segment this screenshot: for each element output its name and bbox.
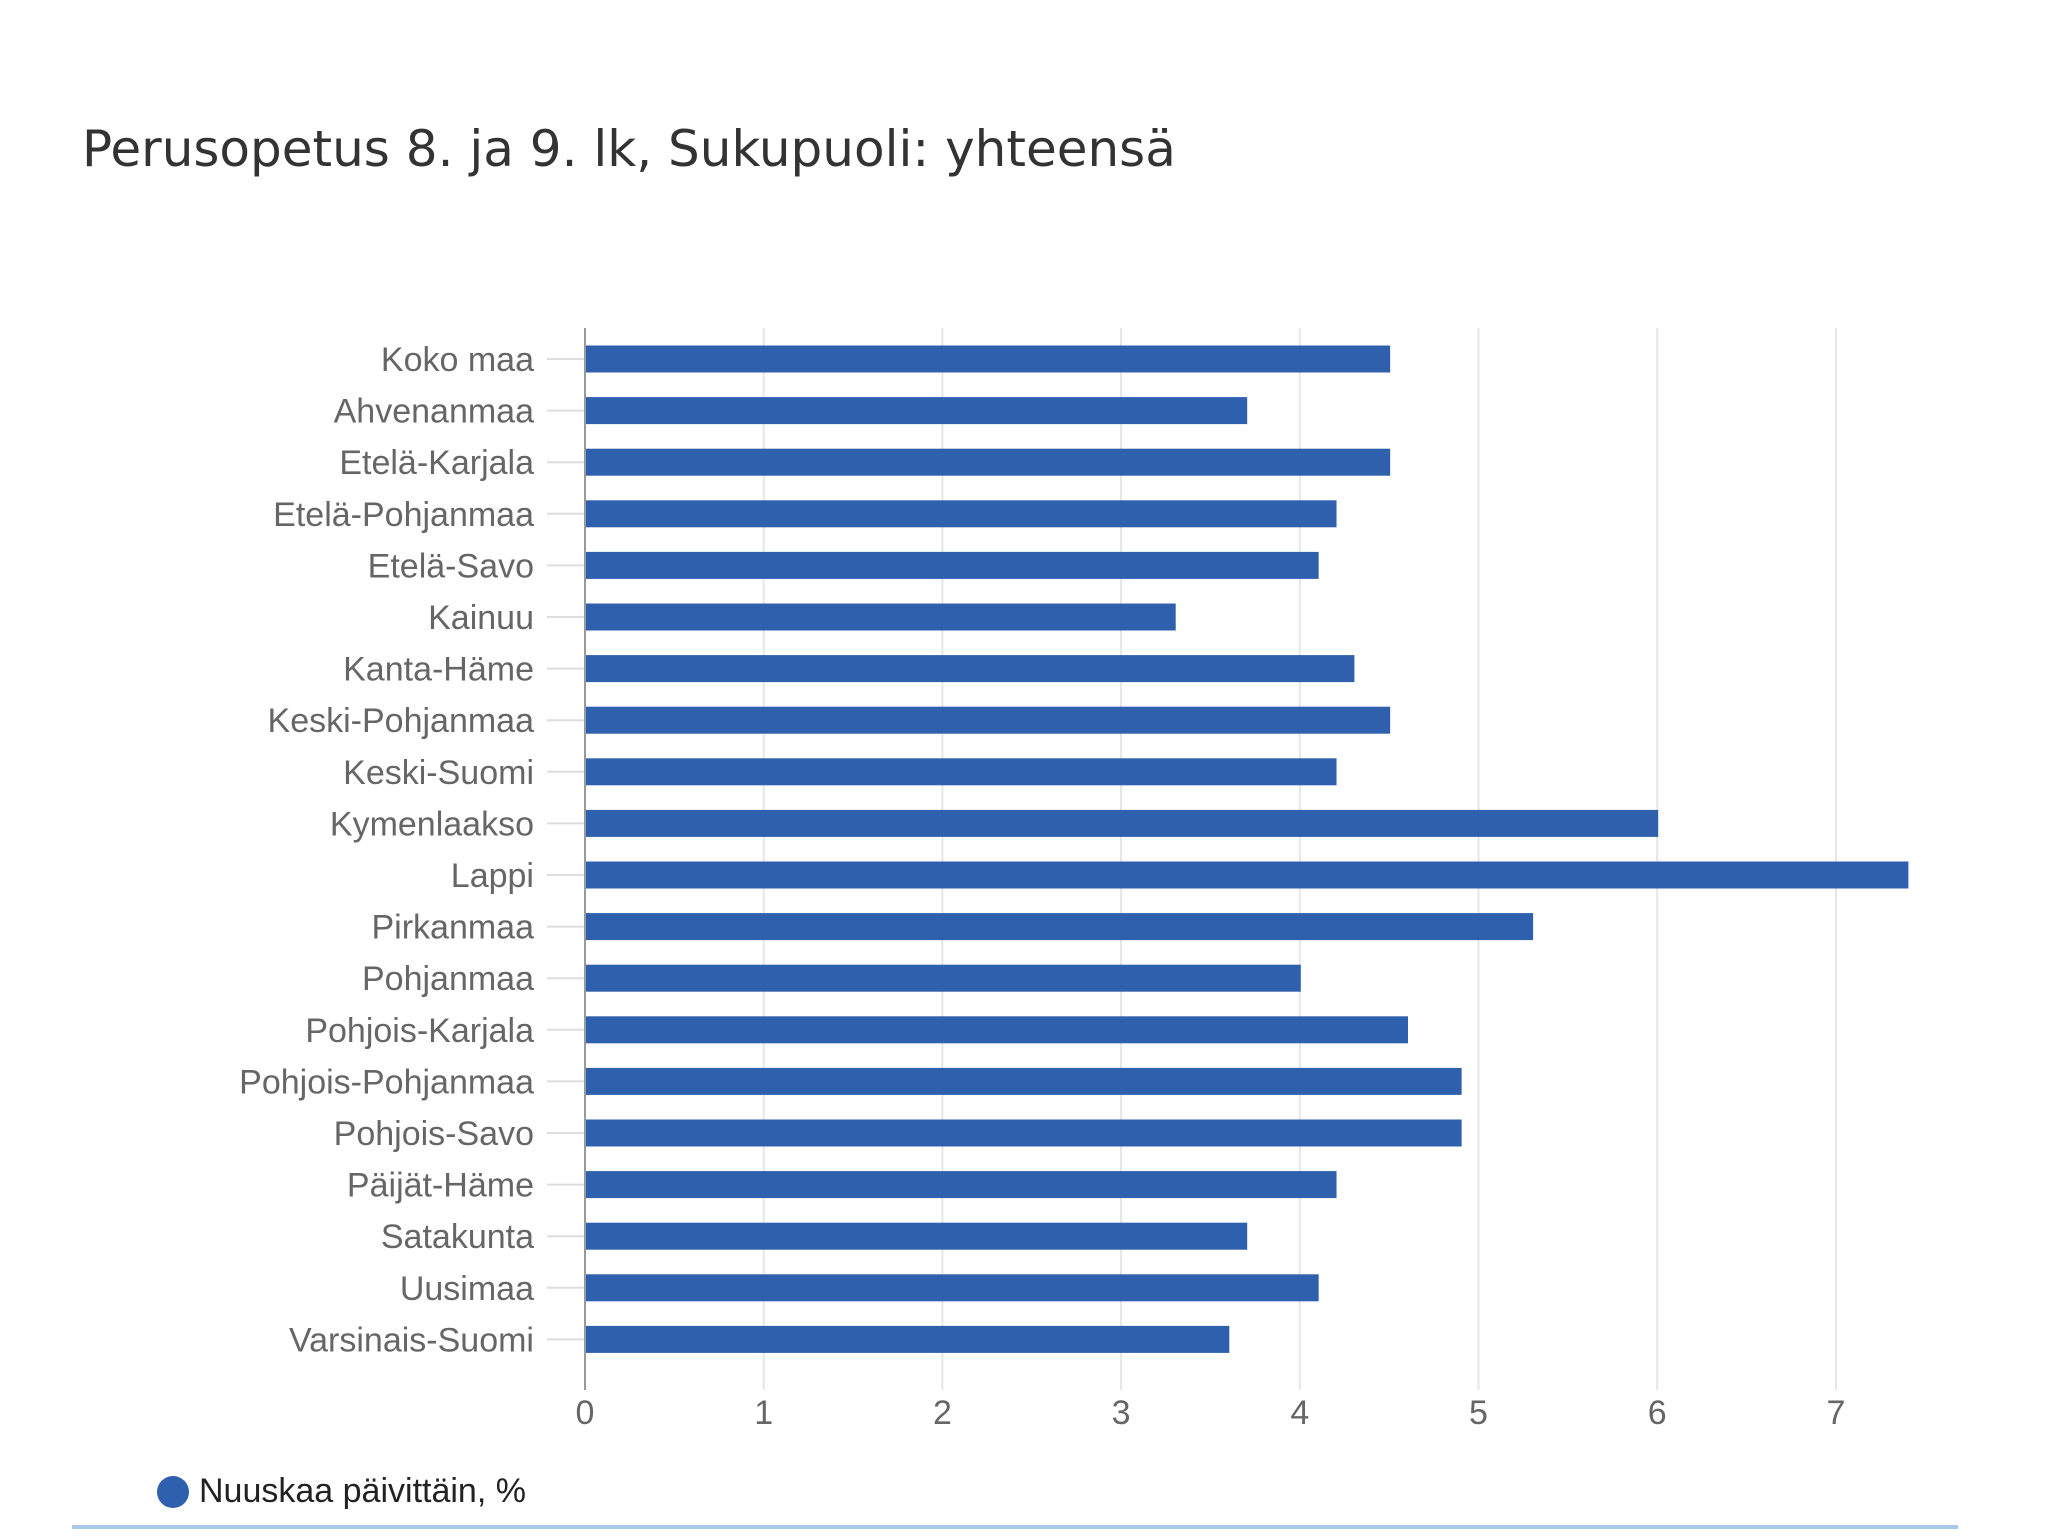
- bar[interactable]: [586, 551, 1319, 579]
- bars: [586, 345, 1909, 1353]
- category-label: Varsinais-Suomi: [289, 1321, 534, 1359]
- category-label: Etelä-Pohjanmaa: [273, 496, 534, 534]
- x-tick-label: 0: [576, 1394, 595, 1432]
- bar[interactable]: [586, 861, 1909, 889]
- category-label: Päijät-Häme: [347, 1167, 534, 1205]
- bar[interactable]: [586, 345, 1391, 373]
- bar[interactable]: [586, 913, 1534, 941]
- bar[interactable]: [586, 1274, 1319, 1302]
- category-label: Pirkanmaa: [371, 909, 534, 947]
- category-label: Kainuu: [428, 599, 534, 637]
- x-tick-label: 1: [754, 1394, 773, 1432]
- bar[interactable]: [586, 448, 1391, 476]
- chart-title: Perusopetus 8. ja 9. lk, Sukupuoli: yhte…: [82, 120, 1176, 178]
- legend-label: Nuuskaa päivittäin, %: [199, 1472, 526, 1510]
- bar[interactable]: [586, 1016, 1409, 1044]
- category-labels: Koko maa Ahvenanmaa Etelä-Karjala Etelä-Poh…: [239, 341, 585, 1359]
- category-label: Koko maa: [381, 341, 534, 379]
- category-label: Lappi: [451, 857, 534, 895]
- category-label: Ahvenanmaa: [334, 393, 534, 431]
- category-label: Keski-Pohjanmaa: [268, 702, 535, 740]
- category-label: Etelä-Karjala: [339, 444, 534, 482]
- bar[interactable]: [586, 964, 1301, 992]
- legend[interactable]: Nuuskaa päivittäin, %: [157, 1472, 526, 1511]
- x-tick-label: 7: [1826, 1394, 1845, 1432]
- bar[interactable]: [586, 1119, 1462, 1147]
- category-label: Pohjois-Karjala: [305, 1012, 534, 1050]
- category-label: Kanta-Häme: [343, 651, 534, 689]
- bar[interactable]: [586, 603, 1176, 631]
- x-tick-label: 5: [1469, 1394, 1488, 1432]
- legend-marker: [157, 1475, 189, 1508]
- bottom-divider: [72, 1525, 1958, 1529]
- bar[interactable]: [586, 655, 1355, 683]
- x-axis-ticks: 0 1 2 3 4 5 6 7: [576, 1394, 1846, 1432]
- bar[interactable]: [586, 1171, 1337, 1199]
- category-label: Etelä-Savo: [368, 547, 534, 585]
- bar[interactable]: [586, 397, 1248, 425]
- bar[interactable]: [586, 1222, 1248, 1250]
- bar[interactable]: [586, 500, 1337, 528]
- x-tick-label: 6: [1648, 1394, 1667, 1432]
- bar[interactable]: [586, 1325, 1230, 1353]
- bar[interactable]: [586, 809, 1659, 837]
- category-label: Pohjois-Pohjanmaa: [239, 1063, 534, 1101]
- x-tick-label: 4: [1290, 1394, 1309, 1432]
- category-label: Satakunta: [381, 1218, 534, 1256]
- category-label: Pohjois-Savo: [334, 1115, 534, 1153]
- category-label: Kymenlaakso: [330, 805, 534, 843]
- x-tick-label: 2: [933, 1394, 952, 1432]
- category-label: Keski-Suomi: [343, 754, 534, 792]
- x-tick-label: 3: [1112, 1394, 1131, 1432]
- bar[interactable]: [586, 758, 1337, 786]
- bar[interactable]: [586, 706, 1391, 734]
- category-label: Pohjanmaa: [362, 960, 534, 998]
- bar[interactable]: [586, 1067, 1462, 1095]
- category-label: Uusimaa: [400, 1270, 534, 1308]
